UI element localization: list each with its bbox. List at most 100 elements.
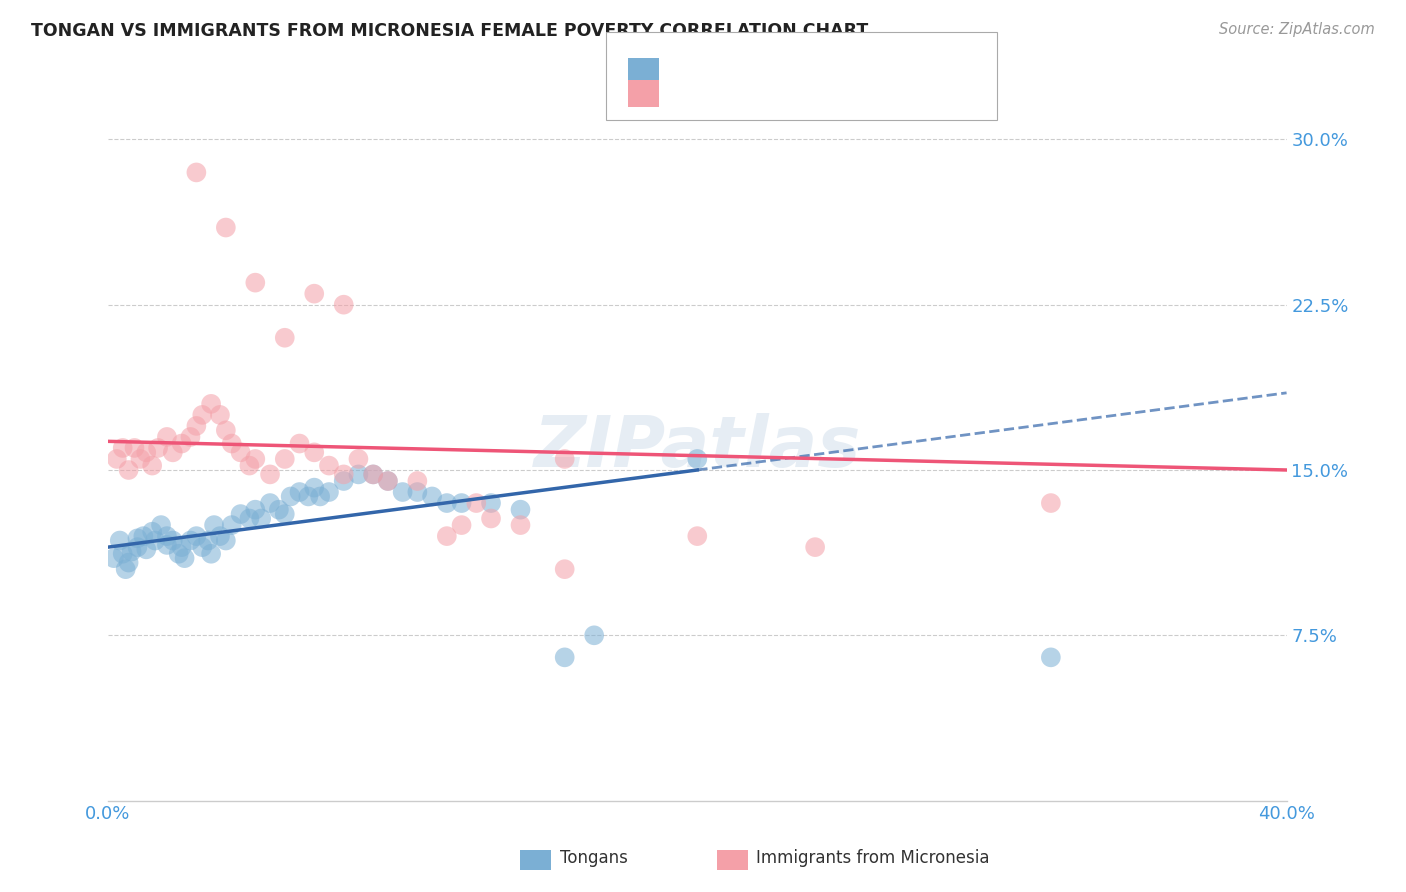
Point (259, 467, 281, 482)
Point (135, 445, 157, 459)
Point (450, 496, 472, 510)
Point (202, 518, 225, 533)
Point (274, 331, 297, 345)
Point (686, 529, 709, 543)
Text: 41: 41 (814, 85, 838, 103)
Point (554, 452, 576, 467)
Point (156, 529, 179, 543)
Point (347, 467, 370, 482)
Point (146, 441, 169, 455)
Text: R =: R = (673, 62, 711, 80)
Point (105, 452, 128, 467)
Point (156, 538, 179, 552)
Text: -0.021: -0.021 (713, 85, 775, 103)
Point (114, 562, 136, 576)
Point (377, 474, 399, 488)
Text: ZIPatlas: ZIPatlas (534, 414, 860, 483)
Point (156, 430, 179, 444)
Point (186, 529, 208, 543)
Point (297, 490, 319, 504)
Point (208, 529, 231, 543)
Point (1039, 496, 1062, 510)
Point (554, 562, 576, 576)
Point (332, 467, 354, 482)
Point (465, 496, 488, 510)
Text: TONGAN VS IMMIGRANTS FROM MICRONESIA FEMALE POVERTY CORRELATION CHART: TONGAN VS IMMIGRANTS FROM MICRONESIA FEM… (31, 22, 868, 40)
Point (200, 547, 222, 561)
Point (162, 533, 184, 548)
Point (274, 507, 297, 521)
Point (332, 474, 354, 488)
Point (117, 556, 139, 570)
Point (150, 518, 173, 533)
Point (215, 423, 238, 437)
Point (245, 452, 267, 467)
Point (170, 540, 193, 554)
Text: N =: N = (775, 62, 814, 80)
Point (103, 551, 125, 566)
Point (318, 458, 340, 473)
Point (436, 496, 458, 510)
Point (509, 502, 531, 516)
Text: 0.143: 0.143 (713, 62, 768, 80)
Point (186, 418, 208, 433)
Point (804, 540, 827, 554)
Point (420, 490, 443, 504)
Point (221, 518, 243, 533)
Point (111, 441, 134, 455)
Point (309, 490, 332, 504)
Point (141, 458, 163, 473)
Text: 56: 56 (814, 62, 838, 80)
Point (141, 524, 163, 539)
Point (267, 502, 290, 516)
Point (238, 458, 260, 473)
Point (221, 436, 243, 450)
Point (186, 165, 208, 179)
Point (250, 511, 273, 525)
Point (108, 533, 131, 548)
Point (179, 533, 201, 548)
Point (304, 286, 326, 301)
Point (124, 441, 146, 455)
Point (686, 452, 709, 467)
Point (135, 542, 157, 557)
Point (288, 485, 311, 500)
Point (173, 551, 195, 566)
Point (200, 397, 222, 411)
Point (208, 408, 231, 422)
Point (245, 276, 267, 290)
Point (361, 467, 384, 482)
Point (215, 533, 238, 548)
Point (479, 496, 502, 510)
Point (583, 628, 606, 642)
Point (259, 496, 281, 510)
Point (179, 430, 201, 444)
Point (127, 540, 149, 554)
Point (304, 445, 326, 459)
Point (121, 544, 143, 558)
Point (509, 518, 531, 533)
Point (245, 502, 267, 516)
Text: Tongans: Tongans (560, 849, 627, 867)
Point (347, 452, 370, 467)
Text: Immigrants from Micronesia: Immigrants from Micronesia (756, 849, 990, 867)
Point (332, 298, 354, 312)
Point (479, 511, 502, 525)
Text: N =: N = (775, 85, 814, 103)
Point (391, 485, 413, 500)
Point (191, 540, 214, 554)
Point (167, 547, 190, 561)
Point (377, 474, 399, 488)
Point (117, 463, 139, 477)
Point (554, 650, 576, 665)
Point (274, 452, 297, 467)
Point (238, 511, 260, 525)
Point (229, 507, 252, 521)
Point (450, 518, 472, 533)
Point (129, 452, 152, 467)
Point (162, 445, 184, 459)
Point (361, 467, 384, 482)
Point (318, 485, 340, 500)
Point (191, 408, 214, 422)
Point (1039, 650, 1062, 665)
